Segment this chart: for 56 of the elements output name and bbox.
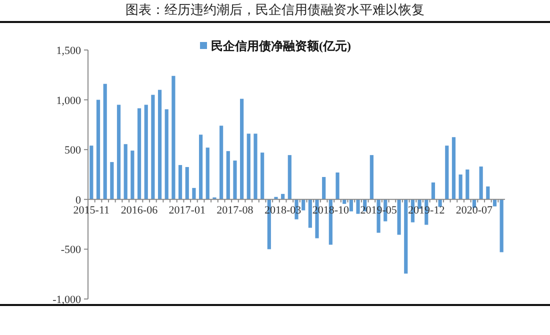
bar <box>116 104 121 200</box>
y-tick-label: 500 <box>64 144 82 157</box>
bar <box>206 148 210 200</box>
x-tick-label: 2016-06 <box>120 204 158 216</box>
bar <box>130 150 134 200</box>
x-tick-label: 2017-01 <box>168 204 206 216</box>
y-tick-label: 0 <box>76 194 82 206</box>
bar <box>172 76 176 200</box>
bar <box>356 199 360 214</box>
bar <box>185 167 189 200</box>
bar <box>500 199 504 252</box>
bar <box>431 182 436 200</box>
bar <box>492 199 497 206</box>
x-tick-label: 2020-07 <box>456 204 494 216</box>
bar <box>103 84 107 200</box>
bar <box>226 151 230 200</box>
chart-title: 图表：经历违约潮后，民企信用债融资水平难以恢复 <box>126 2 424 17</box>
bar <box>458 174 462 200</box>
bar <box>137 108 142 200</box>
bar <box>233 160 237 200</box>
bar <box>110 162 114 200</box>
bar <box>404 199 408 274</box>
bar <box>164 109 168 200</box>
bar <box>96 100 100 200</box>
y-tick-label: 1,500 <box>56 45 82 57</box>
bar <box>452 137 456 200</box>
bar <box>246 134 250 200</box>
bar <box>198 134 203 200</box>
y-tick-label: -1,000 <box>52 294 82 306</box>
y-tick-label: 1,000 <box>56 94 82 107</box>
bar <box>397 199 401 235</box>
bar <box>158 90 162 200</box>
bar <box>302 199 306 210</box>
bar <box>322 176 326 200</box>
bar <box>370 155 374 200</box>
bar <box>479 166 483 200</box>
bar <box>151 94 155 200</box>
bar <box>178 165 182 200</box>
bar <box>124 144 128 200</box>
bar <box>144 104 148 200</box>
bar <box>192 188 196 200</box>
legend: 民企信用债净融资额(亿元) <box>200 39 351 53</box>
bar <box>90 146 94 200</box>
y-tick-label: -500 <box>60 244 82 256</box>
bar <box>220 126 224 200</box>
bar <box>308 199 312 228</box>
bar <box>445 146 449 200</box>
bar <box>240 98 244 200</box>
bar <box>486 186 490 200</box>
bar <box>288 155 292 200</box>
bar <box>260 152 264 200</box>
bar <box>254 134 258 200</box>
bar <box>336 172 340 200</box>
bar <box>349 199 353 212</box>
bar <box>466 170 470 200</box>
x-tick-label: 2017-08 <box>216 204 254 216</box>
